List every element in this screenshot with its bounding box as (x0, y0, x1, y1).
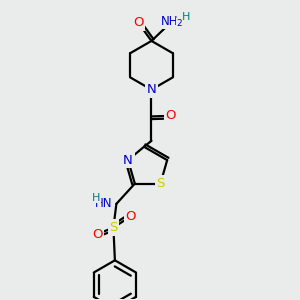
Text: S: S (156, 177, 165, 190)
Text: HN: HN (95, 197, 113, 210)
Text: H: H (182, 12, 190, 22)
Text: N: N (147, 83, 156, 96)
Text: O: O (92, 228, 102, 241)
Text: S: S (109, 221, 118, 234)
Text: H: H (92, 193, 100, 203)
Text: NH: NH (160, 15, 178, 28)
Text: O: O (166, 109, 176, 122)
Text: O: O (133, 16, 143, 29)
Text: 2: 2 (176, 19, 182, 28)
Text: O: O (125, 210, 136, 223)
Text: N: N (123, 154, 133, 166)
